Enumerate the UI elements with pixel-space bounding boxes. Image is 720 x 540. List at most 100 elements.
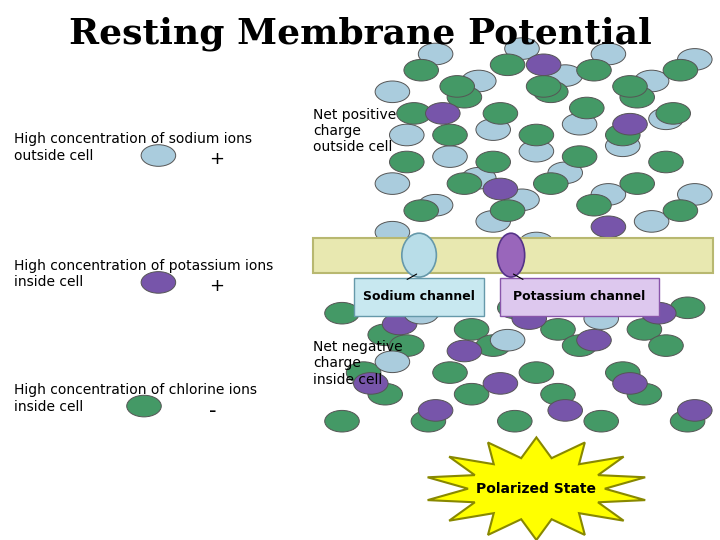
Ellipse shape [505,189,539,211]
Ellipse shape [584,297,618,319]
Ellipse shape [325,302,359,324]
Ellipse shape [634,211,669,232]
Ellipse shape [397,103,431,124]
Ellipse shape [562,113,597,135]
Ellipse shape [483,373,518,394]
Ellipse shape [577,59,611,81]
Ellipse shape [512,308,546,329]
Ellipse shape [670,297,705,319]
Ellipse shape [519,140,554,162]
Ellipse shape [656,103,690,124]
Ellipse shape [411,297,446,319]
Ellipse shape [476,151,510,173]
Ellipse shape [591,43,626,65]
Ellipse shape [591,216,626,238]
Ellipse shape [127,395,161,417]
Ellipse shape [426,103,460,124]
Ellipse shape [613,113,647,135]
Ellipse shape [613,76,647,97]
Ellipse shape [577,329,611,351]
Text: High concentration of potassium ions
inside cell: High concentration of potassium ions ins… [14,259,274,289]
Text: +: + [209,150,224,168]
Ellipse shape [476,335,510,356]
Ellipse shape [418,43,453,65]
Ellipse shape [649,335,683,356]
Ellipse shape [519,362,554,383]
Ellipse shape [670,410,705,432]
Ellipse shape [418,400,453,421]
Ellipse shape [606,135,640,157]
Ellipse shape [404,302,438,324]
Text: Resting Membrane Potential: Resting Membrane Potential [68,16,652,51]
Ellipse shape [663,59,698,81]
Ellipse shape [678,184,712,205]
Ellipse shape [368,324,402,346]
Ellipse shape [433,238,467,259]
Ellipse shape [346,362,381,383]
Ellipse shape [505,38,539,59]
FancyBboxPatch shape [313,238,713,273]
Ellipse shape [141,145,176,166]
Ellipse shape [627,319,662,340]
Ellipse shape [447,86,482,108]
Ellipse shape [404,59,438,81]
Ellipse shape [404,200,438,221]
Text: Polarized State: Polarized State [477,482,596,496]
Ellipse shape [620,173,654,194]
Ellipse shape [519,232,554,254]
Ellipse shape [591,184,626,205]
Ellipse shape [498,410,532,432]
Text: High concentration of sodium ions
outside cell: High concentration of sodium ions outsid… [14,132,253,163]
Ellipse shape [606,362,640,383]
Ellipse shape [402,233,436,277]
Ellipse shape [447,173,482,194]
Ellipse shape [534,173,568,194]
Ellipse shape [663,200,698,221]
Ellipse shape [433,124,467,146]
Ellipse shape [570,97,604,119]
Ellipse shape [454,319,489,340]
Ellipse shape [375,173,410,194]
Text: Net negative
charge
inside cell: Net negative charge inside cell [313,340,402,387]
Ellipse shape [562,146,597,167]
Ellipse shape [382,313,417,335]
Text: High concentration of chlorine ions
inside cell: High concentration of chlorine ions insi… [14,383,258,414]
Text: Sodium channel: Sodium channel [363,291,475,303]
Ellipse shape [498,233,525,277]
Ellipse shape [375,351,410,373]
Text: Net positive
charge
outside cell: Net positive charge outside cell [313,108,397,154]
Ellipse shape [526,76,561,97]
FancyBboxPatch shape [354,278,484,316]
Ellipse shape [678,49,712,70]
Ellipse shape [548,400,582,421]
Ellipse shape [548,162,582,184]
Ellipse shape [627,383,662,405]
Ellipse shape [490,200,525,221]
Ellipse shape [454,383,489,405]
FancyBboxPatch shape [500,278,659,316]
Ellipse shape [390,335,424,356]
Ellipse shape [613,373,647,394]
Ellipse shape [141,272,176,293]
Ellipse shape [440,76,474,97]
Ellipse shape [490,54,525,76]
Ellipse shape [354,373,388,394]
Ellipse shape [584,308,618,329]
Ellipse shape [541,383,575,405]
Ellipse shape [534,81,568,103]
Ellipse shape [577,194,611,216]
Ellipse shape [649,151,683,173]
Ellipse shape [462,167,496,189]
Ellipse shape [462,70,496,92]
Ellipse shape [548,65,582,86]
Ellipse shape [411,410,446,432]
Ellipse shape [620,86,654,108]
Ellipse shape [606,124,640,146]
Ellipse shape [433,146,467,167]
Ellipse shape [375,221,410,243]
Ellipse shape [678,400,712,421]
Ellipse shape [490,329,525,351]
Text: -: - [209,401,216,421]
Ellipse shape [498,297,532,319]
Polygon shape [428,437,645,540]
